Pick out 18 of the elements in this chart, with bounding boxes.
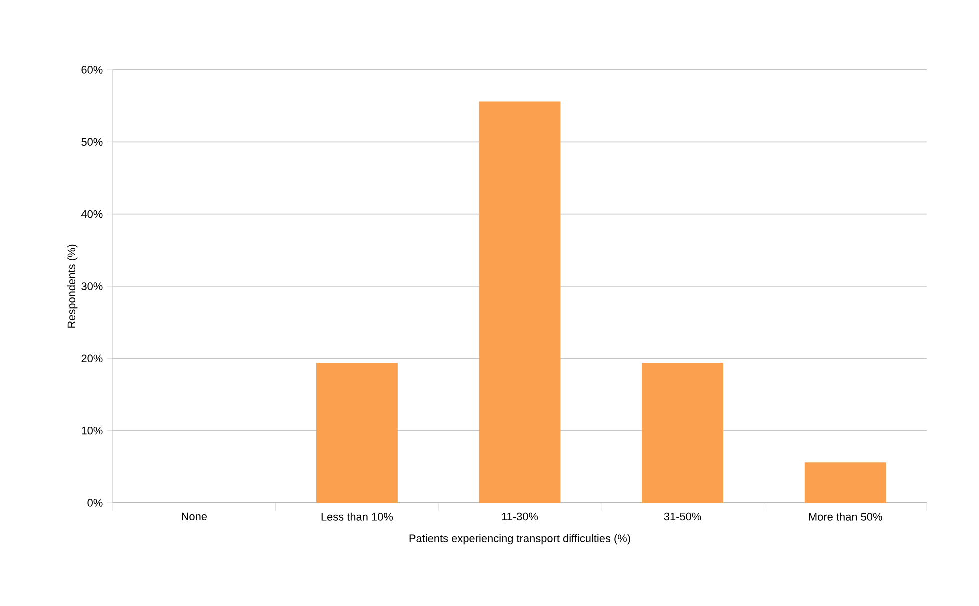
bar — [804, 462, 886, 503]
y-tick-label: 50% — [82, 138, 103, 146]
y-tick-label: 60% — [82, 66, 103, 74]
y-tick-label: 30% — [82, 282, 103, 290]
y-axis-title: Respondents (%) — [68, 244, 78, 328]
x-tick-label: None — [182, 512, 208, 520]
y-tick-label: 0% — [88, 499, 103, 507]
x-tick-label: Less than 10% — [322, 512, 394, 521]
y-tick-label: 20% — [82, 354, 103, 363]
y-tick-label: 40% — [81, 210, 103, 218]
bar — [642, 362, 724, 503]
bar — [316, 362, 398, 503]
x-tick-label: 11-30% — [502, 512, 538, 521]
x-axis-title: Patients experiencing transport difficulties (%) — [410, 534, 630, 545]
y-tick-label: 10% — [82, 426, 103, 435]
x-tick-label: 31-50% — [664, 512, 702, 521]
bar — [479, 102, 561, 503]
x-tick-label: More than 50% — [809, 512, 882, 521]
